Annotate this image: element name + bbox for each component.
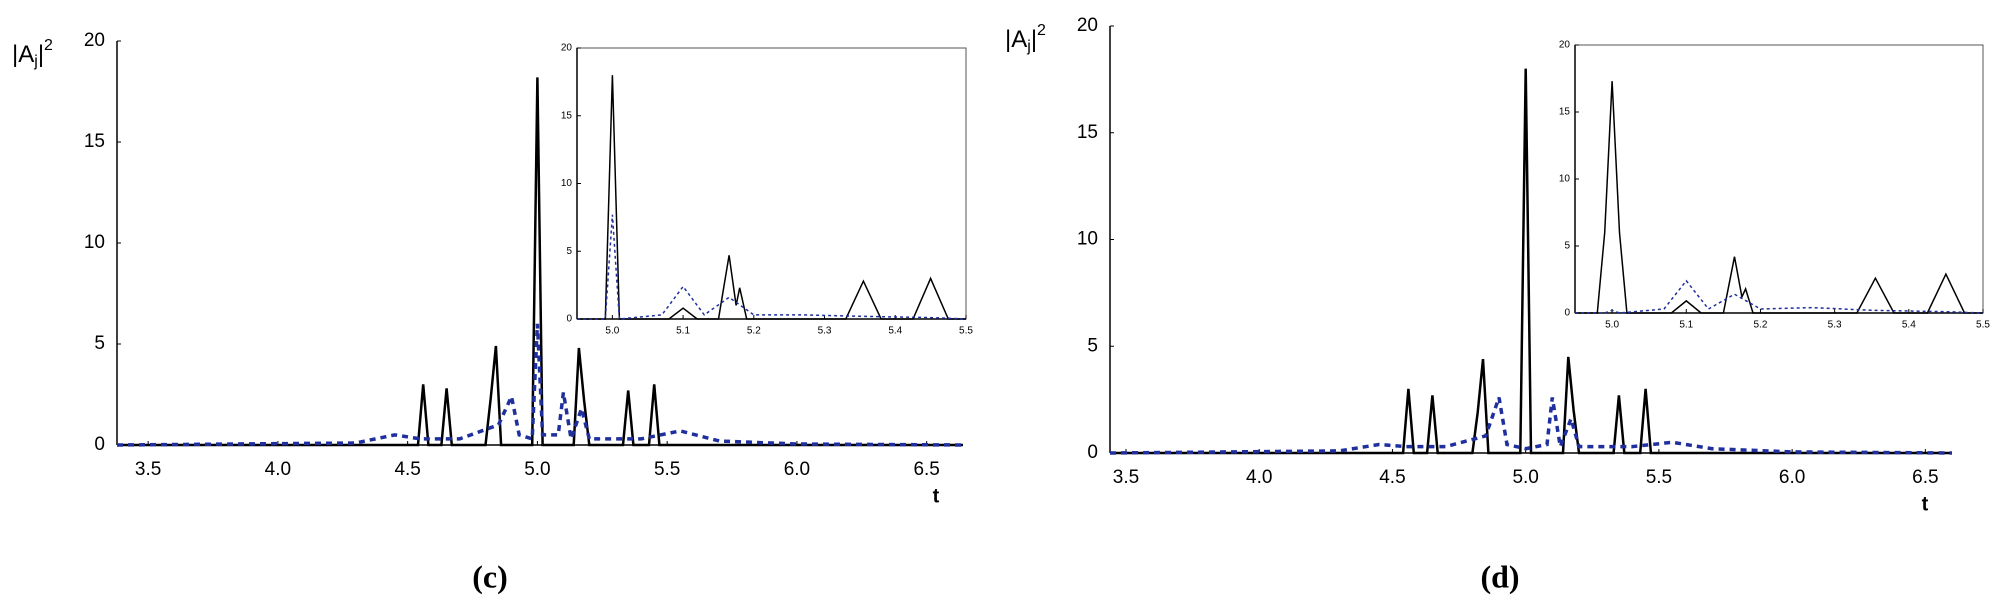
series-line: [1109, 396, 1953, 455]
y-tick-label: 10: [84, 232, 105, 253]
y-tick-label: 0: [94, 434, 105, 455]
series-line: [1575, 81, 1983, 314]
x-tick-label: 4.5: [1379, 467, 1405, 488]
x-tick-label: 6.0: [1779, 467, 1805, 488]
y-tick-label: 10: [1559, 174, 1571, 185]
series-line: [577, 214, 967, 320]
y-tick-label: 15: [84, 131, 105, 152]
y-axis-label-part: |A: [12, 41, 34, 68]
x-tick-label: 6.5: [1912, 467, 1938, 488]
y-axis-label-part: |: [38, 41, 44, 68]
y-tick-label: 10: [561, 178, 573, 189]
y-axis-label-part: 2: [1037, 22, 1046, 39]
y-axis-label-part: j: [1026, 38, 1031, 55]
x-tick-label: 5.0: [1605, 320, 1619, 331]
y-axis-label-part: 2: [44, 37, 53, 54]
y-tick-label: 5: [1087, 335, 1098, 356]
x-tick-label: 5.5: [959, 326, 973, 337]
x-tick-label: 4.0: [265, 459, 291, 480]
x-tick-label: 5.2: [1754, 320, 1768, 331]
y-tick-label: 0: [566, 314, 572, 325]
y-axis-label-part: |: [1031, 26, 1037, 53]
y-tick-label: 20: [84, 30, 105, 51]
y-axis-label-part: |A: [1005, 26, 1027, 53]
y-tick-label: 5: [566, 246, 572, 257]
x-tick-label: 6.0: [784, 459, 810, 480]
x-tick-label: 5.2: [747, 326, 761, 337]
x-tick-label: 4.5: [394, 459, 420, 480]
panel-caption: (d): [1480, 558, 1519, 594]
x-tick-label: 5.0: [605, 326, 619, 337]
x-tick-label: 5.4: [888, 326, 902, 337]
y-tick-label: 15: [561, 110, 573, 121]
x-tick-label: 5.1: [1679, 320, 1693, 331]
y-axis-label: |Aj|2: [12, 37, 53, 70]
y-tick-label: 20: [1559, 40, 1571, 51]
x-tick-label: 5.3: [818, 326, 832, 337]
x-tick-label: 5.5: [1646, 467, 1672, 488]
y-tick-label: 0: [1087, 442, 1098, 463]
inset-frame: [1574, 44, 1984, 314]
x-tick-label: 4.0: [1246, 467, 1272, 488]
series-line: [1575, 279, 1984, 314]
x-tick-label: 5.4: [1902, 320, 1916, 331]
y-tick-label: 5: [1564, 241, 1570, 252]
x-tick-label: 5.1: [676, 326, 690, 337]
x-tick-label: 5.5: [1976, 320, 1990, 331]
y-tick-label: 5: [94, 333, 105, 354]
panel-caption: (c): [472, 558, 508, 594]
x-tick-label: 5.0: [524, 459, 550, 480]
series-line: [116, 323, 964, 447]
series-line: [117, 77, 963, 447]
x-tick-label: 5.3: [1828, 320, 1842, 331]
y-tick-label: 15: [1559, 107, 1571, 118]
x-tick-label: 5.5: [654, 459, 680, 480]
y-tick-label: 20: [1077, 15, 1098, 36]
x-tick-label: 6.5: [913, 459, 939, 480]
y-axis-label: |Aj|2: [1005, 22, 1046, 55]
x-tick-label: 3.5: [135, 459, 161, 480]
series-line: [577, 75, 966, 320]
x-axis-label: t: [1922, 493, 1929, 515]
inset-frame: [576, 47, 967, 320]
x-axis-label: t: [933, 485, 940, 507]
y-tick-label: 15: [1077, 122, 1098, 143]
x-tick-label: 3.5: [1113, 467, 1139, 488]
x-tick-label: 5.0: [1512, 467, 1538, 488]
y-tick-label: 0: [1564, 308, 1570, 319]
y-tick-label: 20: [561, 43, 573, 54]
y-axis-label-part: j: [33, 53, 38, 70]
series-line: [1110, 68, 1952, 455]
y-tick-label: 10: [1077, 229, 1098, 250]
